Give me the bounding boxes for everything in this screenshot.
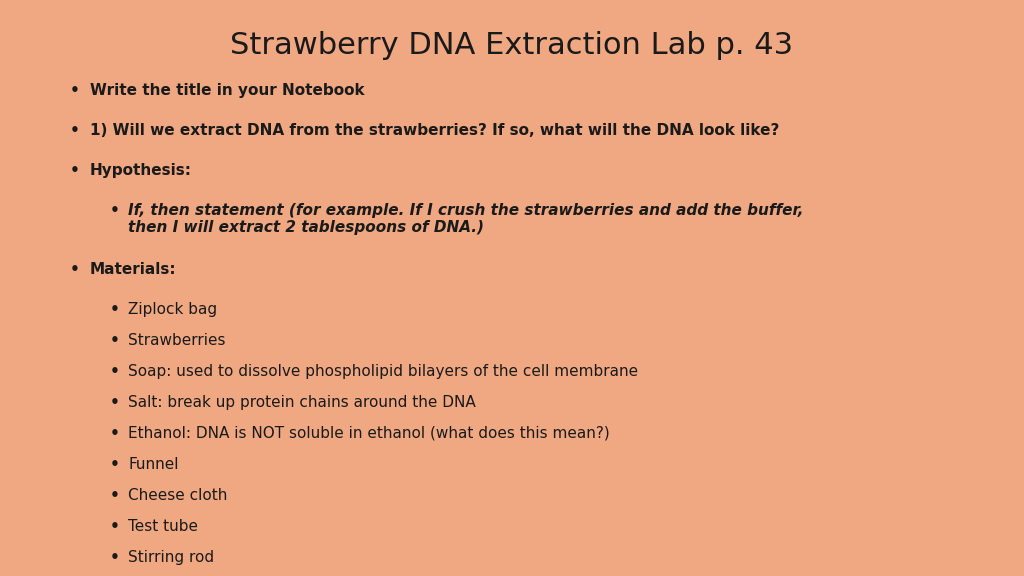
Text: Ethanol: DNA is NOT soluble in ethanol (what does this mean?): Ethanol: DNA is NOT soluble in ethanol (… [128, 426, 609, 441]
Text: •: • [70, 163, 80, 178]
Text: •: • [70, 83, 80, 98]
Text: •: • [110, 203, 120, 218]
Text: •: • [110, 364, 120, 379]
Text: Write the title in your Notebook: Write the title in your Notebook [90, 83, 365, 98]
Text: •: • [110, 333, 120, 348]
Text: •: • [70, 123, 80, 138]
Text: •: • [110, 426, 120, 441]
Text: Stirring rod: Stirring rod [128, 550, 214, 565]
Text: Hypothesis:: Hypothesis: [90, 163, 193, 178]
Text: Soap: used to dissolve phospholipid bilayers of the cell membrane: Soap: used to dissolve phospholipid bila… [128, 364, 638, 379]
Text: Strawberries: Strawberries [128, 333, 225, 348]
Text: •: • [110, 488, 120, 503]
Text: Ziplock bag: Ziplock bag [128, 302, 217, 317]
Text: Materials:: Materials: [90, 262, 176, 277]
Text: •: • [70, 262, 80, 277]
Text: Test tube: Test tube [128, 519, 198, 534]
Text: If, then statement (for example. If I crush the strawberries and add the buffer,: If, then statement (for example. If I cr… [128, 203, 804, 236]
Text: Strawberry DNA Extraction Lab p. 43: Strawberry DNA Extraction Lab p. 43 [230, 31, 794, 60]
Text: •: • [110, 550, 120, 565]
Text: •: • [110, 302, 120, 317]
Text: •: • [110, 457, 120, 472]
Text: •: • [110, 519, 120, 534]
Text: Funnel: Funnel [128, 457, 178, 472]
Text: Salt: break up protein chains around the DNA: Salt: break up protein chains around the… [128, 395, 476, 410]
Text: 1) Will we extract DNA from the strawberries? If so, what will the DNA look like: 1) Will we extract DNA from the strawber… [90, 123, 779, 138]
Text: •: • [110, 395, 120, 410]
Text: Cheese cloth: Cheese cloth [128, 488, 227, 503]
